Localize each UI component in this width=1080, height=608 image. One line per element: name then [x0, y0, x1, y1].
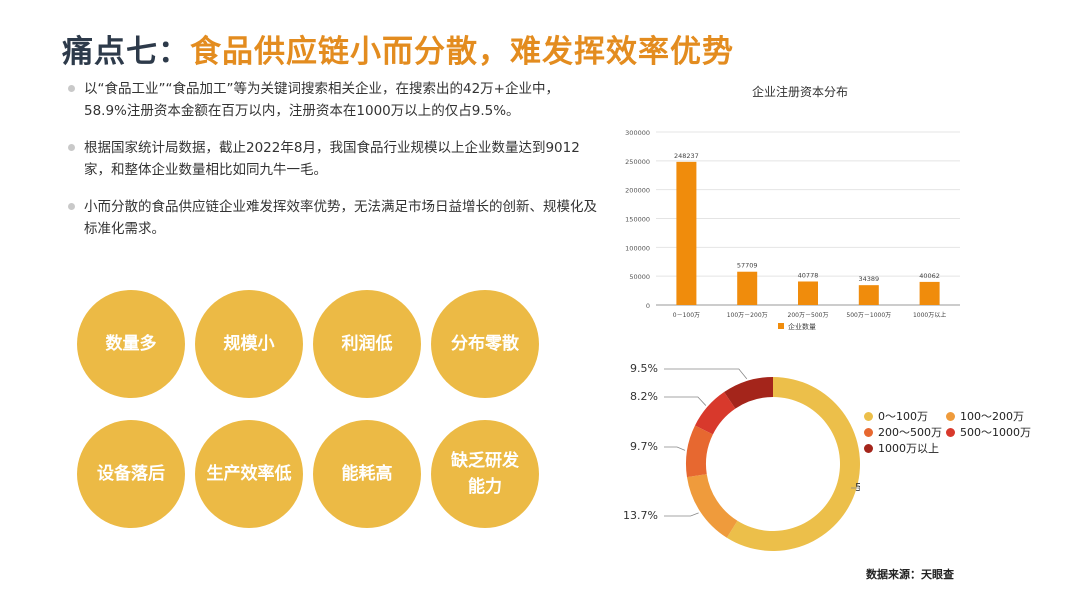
- leader-line: [664, 368, 748, 380]
- legend-item: 0～100万: [864, 408, 946, 424]
- slice-label: 58.9%: [855, 481, 860, 494]
- page-title-main: 食品供应链小而分散，难发挥效率优势: [190, 34, 734, 70]
- y-tick-label: 300000: [625, 129, 650, 137]
- legend-label: 1000万以上: [878, 442, 939, 455]
- bar: [858, 285, 879, 305]
- donut-slice: [686, 425, 713, 478]
- bar-legend-label: 企业数量: [788, 322, 816, 331]
- slice-label: 8.2%: [630, 390, 658, 403]
- legend-item: 500～1000万: [946, 424, 1031, 440]
- circle-equipment: 设备落后: [77, 420, 185, 528]
- leader-line: [664, 512, 699, 517]
- donut-slice: [724, 377, 773, 409]
- legend-label: 200～500万: [878, 426, 942, 439]
- circle-efficiency: 生产效率低: [195, 420, 303, 528]
- donut-legend: 0～100万 100～200万 200～500万 500～1000万 1000万…: [864, 408, 1031, 456]
- bar-chart-title: 企业注册资本分布: [751, 85, 848, 99]
- circle-quantity: 数量多: [77, 290, 185, 398]
- donut-slice: [726, 377, 860, 551]
- legend-swatch: [864, 427, 873, 437]
- bar: [919, 281, 940, 305]
- bar-value-label: 248237: [674, 152, 699, 160]
- bullet-item: 以“食品工业”“食品加工”等为关键词搜索相关企业，在搜索出的42万+企业中，58…: [68, 78, 598, 122]
- data-source: 数据来源：天眼查: [866, 568, 954, 581]
- legend-swatch: [864, 443, 873, 453]
- page-title: 痛点七：食品供应链小而分散，难发挥效率优势: [62, 26, 734, 71]
- bar-value-label: 40778: [798, 271, 819, 279]
- bar: [676, 161, 697, 305]
- circle-scale: 规模小: [195, 290, 303, 398]
- bar-value-label: 57709: [737, 262, 758, 270]
- x-tick-label: 500万－1000万: [846, 312, 891, 319]
- leader-line: [664, 396, 707, 406]
- bar-legend-swatch: [778, 323, 784, 329]
- x-tick-label: 0－100万: [673, 312, 700, 319]
- circle-profit: 利润低: [313, 290, 421, 398]
- bar-value-label: 40062: [919, 272, 940, 280]
- bar-legend: 企业数量: [778, 322, 816, 331]
- legend-label: 0～100万: [878, 410, 928, 423]
- y-tick-label: 200000: [625, 187, 650, 195]
- bar-value-label: 34389: [858, 275, 879, 283]
- legend-item: 1000万以上: [864, 440, 946, 456]
- legend-label: 500～1000万: [960, 426, 1031, 439]
- legend-label: 100～200万: [960, 410, 1024, 423]
- bar: [737, 271, 758, 305]
- y-tick-label: 150000: [625, 216, 650, 224]
- y-tick-label: 50000: [629, 273, 650, 281]
- donut-slice: [686, 474, 738, 538]
- donut-chart: 58.9% 13.7% 9.7% 8.2% 9.5%: [623, 362, 860, 551]
- slice-label: 9.7%: [630, 440, 658, 453]
- page-title-prefix: 痛点七：: [62, 34, 190, 70]
- bar: [798, 281, 818, 305]
- legend-swatch: [864, 411, 873, 421]
- x-tick-label: 1000万以上: [913, 311, 946, 319]
- legend-item: 200～500万: [864, 424, 946, 440]
- slice-label: 9.5%: [630, 362, 658, 375]
- y-tick-label: 250000: [625, 158, 650, 166]
- legend-swatch: [946, 411, 955, 421]
- bullet-list: 以“食品工业”“食品加工”等为关键词搜索相关企业，在搜索出的42万+企业中，58…: [68, 78, 598, 255]
- y-tick-label: 100000: [625, 244, 650, 252]
- leader-line: [851, 487, 860, 489]
- legend-item: 100～200万: [946, 408, 1028, 424]
- leader-line: [664, 446, 686, 451]
- circle-energy: 能耗高: [313, 420, 421, 528]
- bullet-item: 根据国家统计局数据，截止2022年8月，我国食品行业规模以上企业数量达到9012…: [68, 137, 598, 181]
- x-tick-label: 100万－200万: [727, 312, 768, 319]
- circle-distribution: 分布零散: [431, 290, 539, 398]
- y-tick-label: 0: [646, 302, 650, 310]
- legend-swatch: [946, 427, 955, 437]
- slice-label: 13.7%: [623, 509, 658, 522]
- bullet-item: 小而分散的食品供应链企业难发挥效率优势，无法满足市场日益增长的创新、规模化及标准…: [68, 196, 598, 240]
- x-tick-label: 200万－500万: [788, 312, 829, 319]
- donut-slice: [694, 392, 736, 435]
- bar-chart: 0 50000 100000 150000 200000 250000 300000 2482…: [625, 129, 960, 331]
- circle-rnd: 缺乏研发 能力: [431, 420, 539, 528]
